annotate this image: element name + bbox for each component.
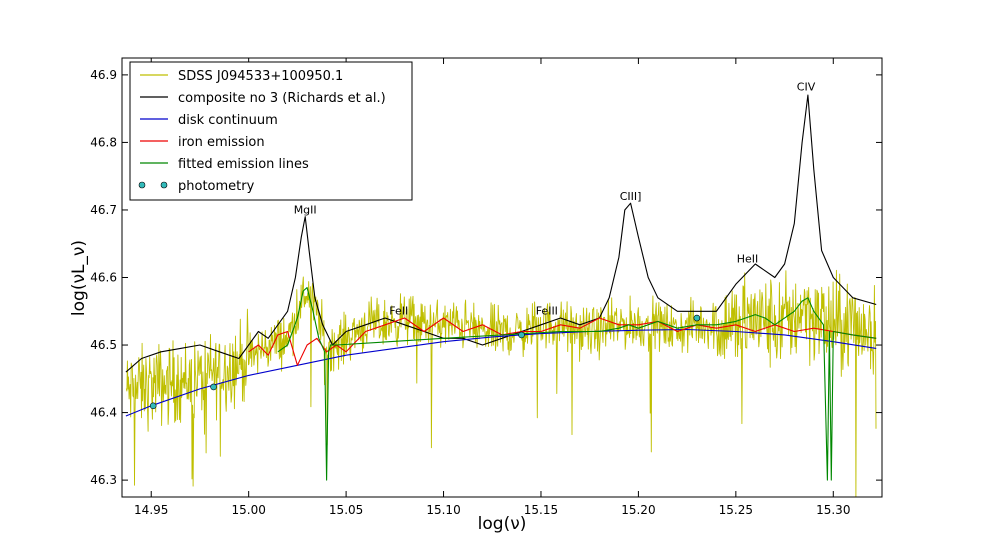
x-tick-label: 15.00 [231,503,265,517]
line-annotation: FeII [389,305,408,318]
series-line-3 [248,317,877,366]
line-annotation: FeIII [536,305,558,318]
legend-label: photometry [178,179,255,194]
legend-marker [160,181,168,189]
photometry-point [149,402,157,410]
x-tick-label: 15.30 [816,503,850,517]
series-line-2 [125,328,877,417]
series-line-4 [277,287,877,481]
x-tick-label: 15.05 [329,503,363,517]
y-tick-label: 46.9 [90,68,117,82]
series-line-0 [125,269,877,497]
legend: SDSS J094533+100950.1 composite no 3 (Ric… [129,61,413,201]
photometry-point [210,383,217,391]
plot-area [125,94,877,497]
line-annotation: MgII [294,203,317,216]
photometry-point [693,314,701,322]
legend-marker [138,181,146,189]
y-tick-label: 46.8 [90,135,117,149]
x-tick-label: 15.10 [426,503,460,517]
y-tick-label: 46.3 [90,473,117,487]
legend-label: fitted emission lines [178,157,309,172]
axes: 14.95 15.00 15.05 15.10 15.15 15.20 15.25 15.30… [90,57,883,517]
y-tick-label: 46.6 [90,271,117,285]
legend-label: iron emission [178,135,265,150]
y-tick-label: 46.5 [90,338,117,352]
x-tick-label: 14.95 [134,503,168,517]
legend-box [129,61,413,201]
legend-label: composite no 3 (Richards et al.) [178,91,386,106]
y-axis-label: log(νL_ν) [69,240,89,316]
legend-label: SDSS J094533+100950.1 [178,69,343,84]
y-tick-label: 46.4 [90,406,117,420]
x-tick-label: 15.25 [719,503,753,517]
legend-label: disk continuum [178,113,278,128]
line-annotations: MgII FeII FeIII CIII] HeII CIV [294,80,816,317]
x-tick-label: 15.15 [524,503,558,517]
series-line-1 [125,94,877,373]
x-axis-label: log(ν) [478,514,527,534]
line-annotation: HeII [737,253,759,266]
line-annotation: CIV [797,80,816,93]
x-tick-label: 15.20 [621,503,655,517]
y-tick-label: 46.7 [90,203,117,217]
line-annotation: CIII] [620,190,642,203]
photometry-point [518,331,525,339]
